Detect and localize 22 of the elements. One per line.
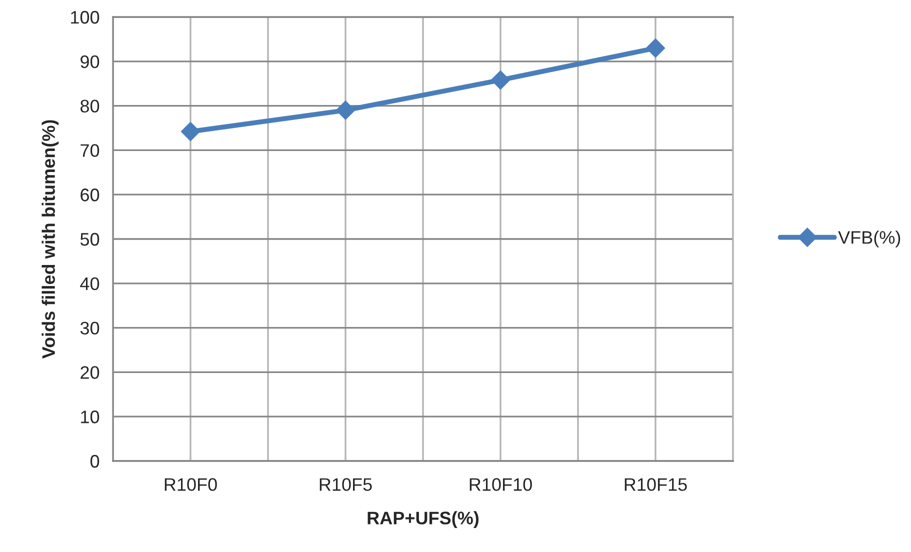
y-tick-label: 20 <box>80 366 100 379</box>
y-tick-label: 30 <box>80 322 100 335</box>
x-tick-label: R10F0 <box>164 478 217 491</box>
point <box>490 70 510 90</box>
x-axis-title: RAP+UFS(%) <box>368 511 479 528</box>
y-axis-title: Voids filled with bitumen(%) <box>42 120 59 359</box>
y-tick-label: 10 <box>81 410 100 424</box>
point <box>646 38 666 58</box>
y-tick-label: 100 <box>71 10 100 24</box>
point <box>336 100 356 120</box>
y-tick-label: 80 <box>80 100 100 113</box>
x-tick-label: R10F5 <box>320 478 372 491</box>
y-tick-label: 40 <box>80 277 100 290</box>
y-tick-label: 90 <box>80 55 100 68</box>
y-tick-label: 0 <box>90 454 100 468</box>
point <box>180 122 200 142</box>
y-tick-label: 60 <box>80 188 100 202</box>
y-tick-label: 50 <box>80 232 100 246</box>
x-tick-label: R10F10 <box>470 478 532 491</box>
legend-label: VFB(%) <box>838 230 900 248</box>
y-tick-label: 70 <box>80 144 100 157</box>
x-tick-label: R10F15 <box>624 478 687 491</box>
